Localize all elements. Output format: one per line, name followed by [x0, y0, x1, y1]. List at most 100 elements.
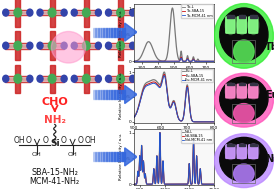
- Bar: [84, 32, 89, 60]
- Circle shape: [14, 8, 22, 17]
- X-axis label: wavelength / nm: wavelength / nm: [156, 70, 192, 74]
- Bar: [75, 77, 98, 81]
- Circle shape: [37, 42, 43, 49]
- Bar: [108, 43, 133, 49]
- Circle shape: [130, 9, 136, 16]
- Circle shape: [130, 75, 136, 82]
- FancyBboxPatch shape: [226, 84, 235, 98]
- Circle shape: [27, 42, 33, 49]
- Bar: [6, 77, 30, 81]
- Text: OH: OH: [68, 152, 78, 157]
- Circle shape: [3, 9, 9, 16]
- Circle shape: [14, 41, 22, 50]
- Bar: [74, 43, 99, 49]
- Bar: [108, 10, 133, 15]
- Ellipse shape: [214, 4, 273, 68]
- Circle shape: [37, 75, 43, 82]
- Bar: [84, 65, 89, 93]
- Text: Tb: Tb: [265, 42, 274, 52]
- Polygon shape: [125, 85, 137, 104]
- Bar: [50, 32, 55, 60]
- Text: Nd: Nd: [265, 154, 274, 164]
- Circle shape: [117, 74, 124, 83]
- Text: MCM-41-NH₂: MCM-41-NH₂: [30, 177, 80, 186]
- Text: O: O: [43, 136, 49, 145]
- Bar: [40, 76, 64, 82]
- Ellipse shape: [220, 77, 268, 121]
- Bar: [239, 15, 246, 18]
- Bar: [50, 65, 55, 93]
- Circle shape: [27, 75, 33, 82]
- Bar: [109, 77, 132, 81]
- Circle shape: [61, 75, 67, 82]
- Circle shape: [95, 42, 101, 49]
- Ellipse shape: [220, 8, 268, 61]
- Bar: [108, 76, 133, 82]
- Ellipse shape: [225, 15, 236, 35]
- Text: OH: OH: [13, 136, 25, 145]
- Bar: [109, 44, 132, 48]
- FancyBboxPatch shape: [226, 17, 235, 33]
- Y-axis label: Relative Intensity / a.u.: Relative Intensity / a.u.: [119, 133, 123, 180]
- Bar: [41, 44, 64, 48]
- Bar: [118, 65, 123, 93]
- Circle shape: [82, 74, 90, 83]
- Bar: [6, 11, 30, 15]
- Polygon shape: [125, 148, 137, 166]
- Bar: [84, 0, 89, 27]
- Circle shape: [61, 42, 67, 49]
- Bar: [41, 11, 64, 15]
- Legend: Eu-L, Eu-SBA-15, Eu-MCM-41 nm: Eu-L, Eu-SBA-15, Eu-MCM-41 nm: [181, 69, 213, 82]
- Ellipse shape: [237, 15, 247, 35]
- Ellipse shape: [52, 32, 85, 63]
- Circle shape: [37, 9, 43, 16]
- Bar: [118, 0, 123, 27]
- Bar: [74, 76, 99, 82]
- FancyBboxPatch shape: [249, 145, 258, 158]
- FancyBboxPatch shape: [226, 145, 235, 158]
- Bar: [15, 65, 20, 93]
- Circle shape: [48, 8, 56, 17]
- Circle shape: [234, 40, 254, 63]
- Bar: [6, 44, 30, 48]
- Legend: Tb-L, Tb-SBA-15, Tb-MCM-41 nm: Tb-L, Tb-SBA-15, Tb-MCM-41 nm: [181, 5, 213, 18]
- Circle shape: [71, 9, 77, 16]
- Circle shape: [105, 9, 112, 16]
- Circle shape: [105, 42, 112, 49]
- FancyBboxPatch shape: [249, 17, 258, 33]
- Bar: [109, 11, 132, 15]
- Bar: [75, 44, 98, 48]
- Bar: [232, 104, 255, 123]
- Bar: [74, 10, 99, 15]
- Bar: [232, 164, 255, 183]
- Bar: [118, 32, 123, 60]
- Circle shape: [117, 41, 124, 50]
- Circle shape: [95, 75, 101, 82]
- Bar: [5, 10, 30, 15]
- FancyBboxPatch shape: [237, 84, 246, 98]
- Ellipse shape: [225, 144, 236, 160]
- Circle shape: [3, 75, 9, 82]
- Circle shape: [71, 42, 77, 49]
- Text: OH: OH: [85, 136, 96, 145]
- Circle shape: [82, 41, 90, 50]
- Bar: [250, 83, 257, 85]
- Text: Eu: Eu: [265, 90, 274, 99]
- FancyBboxPatch shape: [249, 84, 258, 98]
- Text: SBA-15-NH₂: SBA-15-NH₂: [31, 168, 78, 177]
- Bar: [227, 15, 234, 18]
- Ellipse shape: [248, 83, 259, 99]
- Circle shape: [105, 75, 112, 82]
- Circle shape: [82, 8, 90, 17]
- Circle shape: [48, 41, 56, 50]
- Circle shape: [234, 164, 254, 183]
- Y-axis label: Relative Intensity / a.u.: Relative Intensity / a.u.: [119, 9, 123, 57]
- Text: NH₂: NH₂: [44, 115, 66, 125]
- Polygon shape: [125, 23, 137, 41]
- Bar: [239, 83, 246, 85]
- Circle shape: [27, 9, 33, 16]
- Bar: [5, 43, 30, 49]
- Bar: [75, 11, 98, 15]
- Text: CHO: CHO: [41, 97, 68, 107]
- Ellipse shape: [248, 144, 259, 160]
